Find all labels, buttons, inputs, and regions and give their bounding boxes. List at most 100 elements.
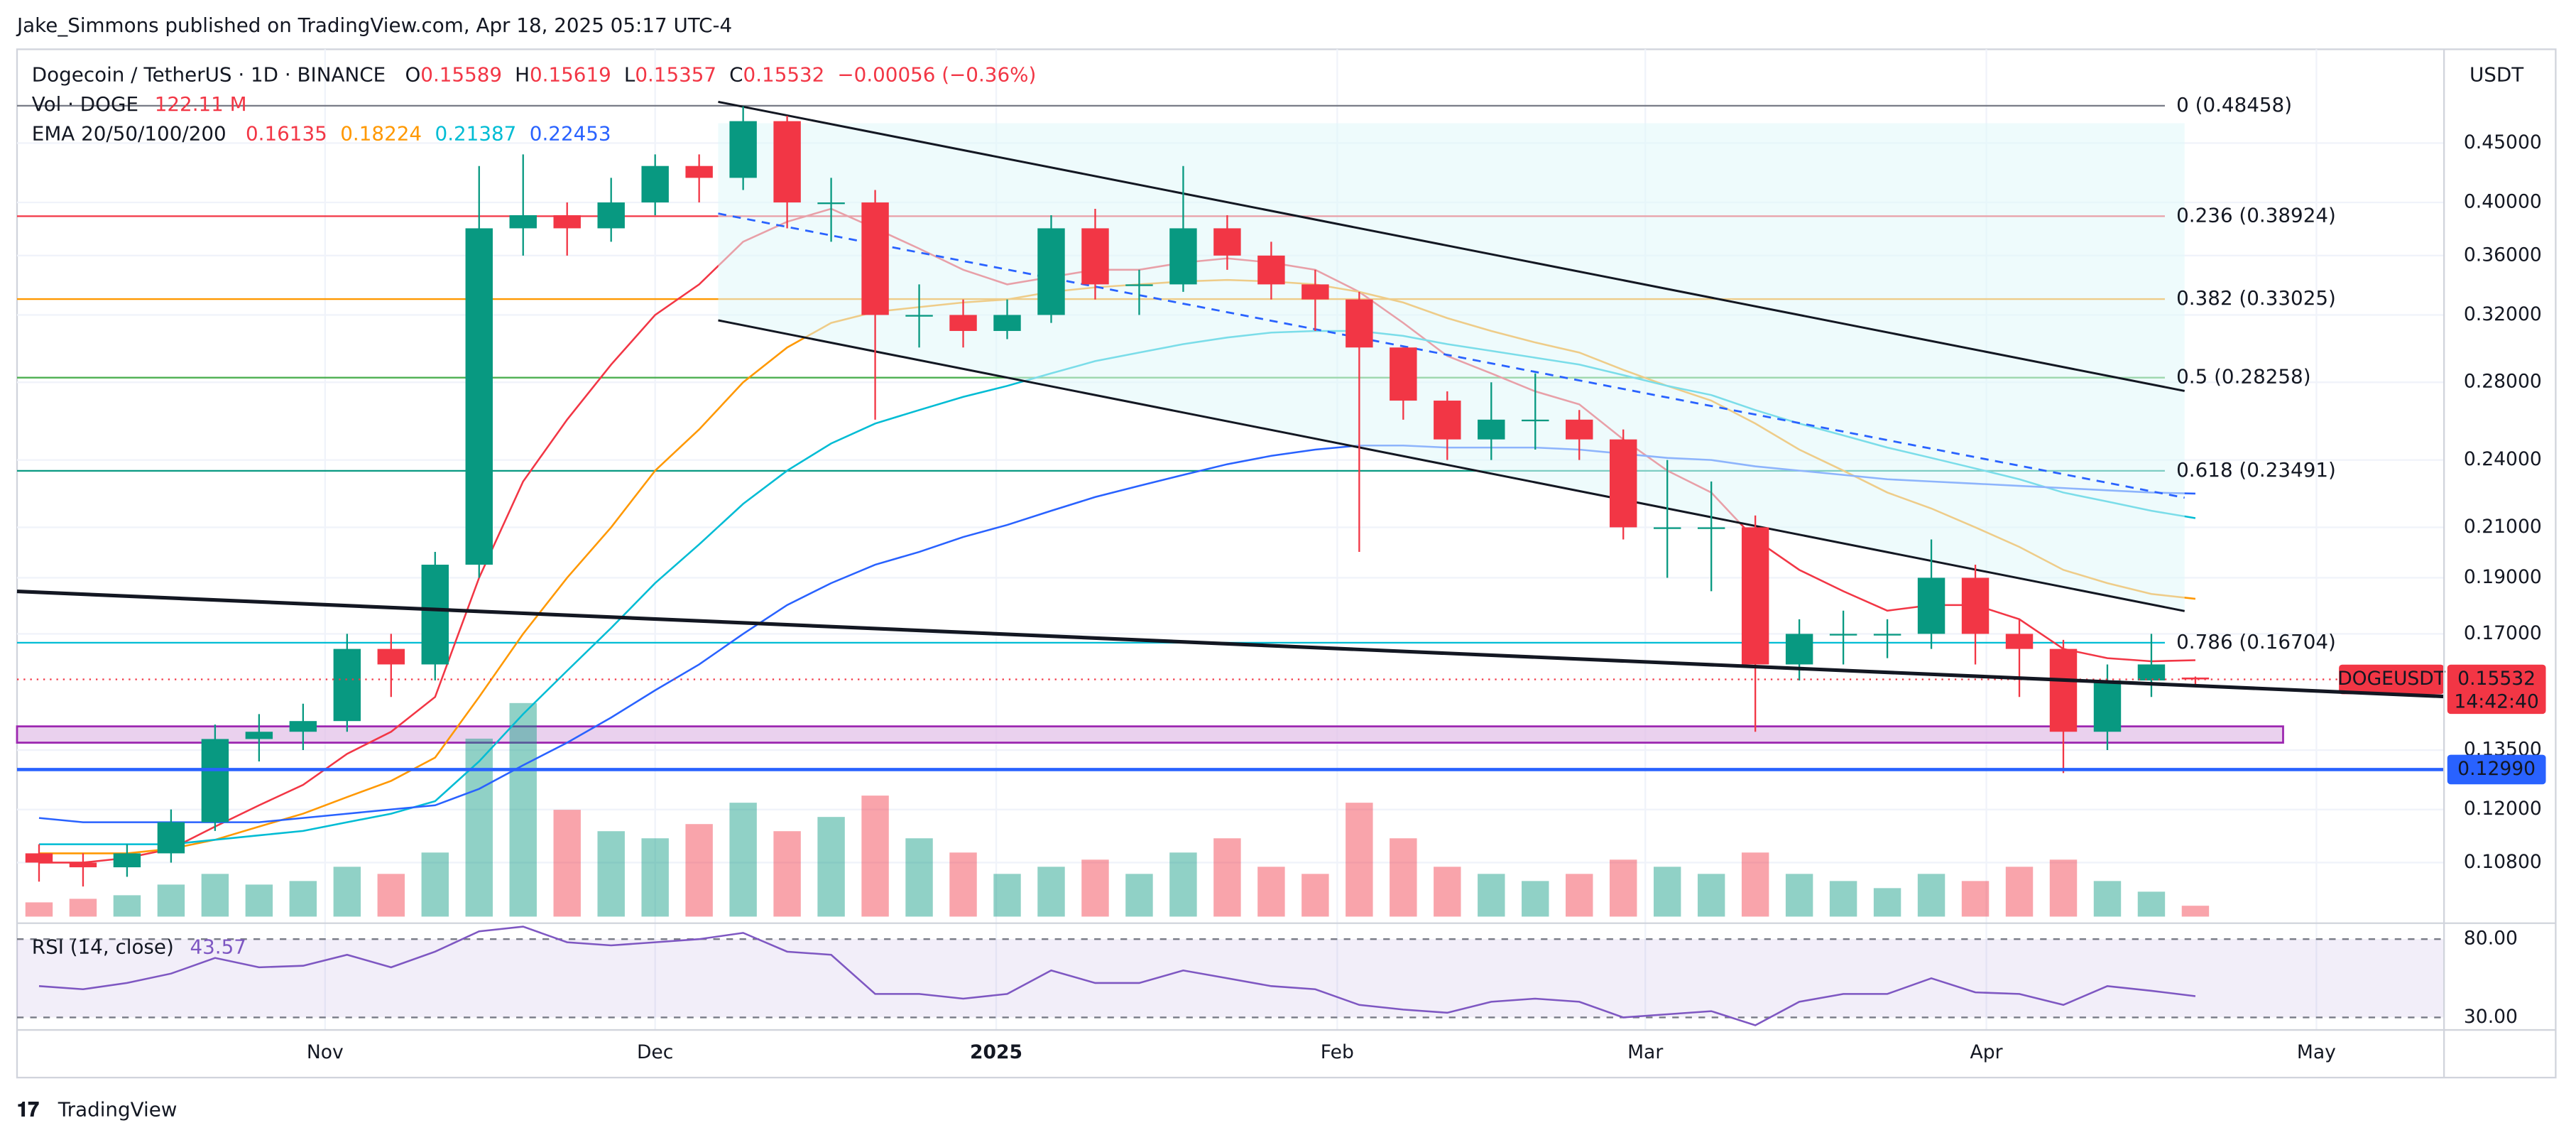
x-tick-label: Apr [1970,1041,2003,1063]
y-tick-label: 0.36000 [2464,244,2542,266]
volume-bar [1961,881,1990,917]
ema-legend: EMA 20/50/100/200 0.16135 0.18224 0.21387 0… [32,122,611,146]
marks: 0.45000 0.40000 0.36000 0.32000 0.28000 0.240… [16,93,2546,1063]
candle-body [1653,527,1681,529]
fib-label: 0.236 (0.38924) [2176,203,2336,227]
logo-mark: 𝟏𝟕 [17,1097,39,1121]
countdown: 14:42:40 [2454,690,2538,712]
candle-body [1434,401,1461,440]
volume-bar [201,874,229,917]
rsi-legend: RSI (14, close) 43.57 [32,935,246,958]
ema-title: EMA 20/50/100/200 [32,122,227,146]
volume-bar [465,738,493,917]
channel-lower [718,319,2185,612]
x-tick-label: 2025 [970,1041,1022,1063]
fib-label: 0.5 (0.28258) [2176,365,2310,389]
volume-value: 122.11 M [155,92,247,116]
open-label: O [405,63,420,86]
volume-bar [245,884,273,917]
candle-body [25,853,53,863]
x-tick-label: Mar [1627,1041,1663,1063]
symbol: Dogecoin / TetherUS · 1D · BINANCE [32,63,386,86]
y-tick-label: 0.21000 [2464,516,2542,538]
fib-label: 0.786 (0.16704) [2176,630,2336,653]
candle-body [465,228,493,565]
volume-bar [509,702,537,917]
volume-bar [2181,906,2210,917]
candle-body [377,648,405,665]
y-tick-label: 0.40000 [2464,191,2542,213]
x-tick-label: Feb [1321,1041,1354,1063]
candle-body [1917,577,1945,634]
rsi-title: RSI (14, close) [32,935,174,958]
candle-body [817,202,845,205]
candle-body [1478,419,1505,440]
volume-bar [1390,838,1417,917]
candle-body [553,215,581,229]
candle-body [157,822,185,854]
support-label-box [2447,754,2546,785]
volume-bar [2049,859,2078,917]
x-tick-label: Dec [637,1041,673,1063]
candle-body [1610,439,1637,528]
volume-bar [1873,888,1901,917]
candle-body [993,315,1021,331]
zone [16,725,2284,744]
fib-label: 0.382 (0.33025) [2176,286,2336,310]
rsi-line [38,925,2196,1026]
candle-body [333,648,361,722]
volume-bar [1213,838,1241,917]
volume-bar [861,796,889,917]
volume-bar [1257,867,1285,917]
fib-label: 0 (0.48458) [2176,93,2292,116]
volume-legend: Vol · DOGE 122.11 M [32,92,247,116]
volume-bar [949,852,977,917]
ema-value: 0.16135 [246,122,327,146]
candle-body [641,165,669,203]
candle-body [1213,228,1241,256]
candle-body [949,315,977,331]
candle-body [1873,634,1901,636]
ema-value: 0.18224 [340,122,422,146]
candle-body [1169,228,1197,285]
y-tick-label: 0.45000 [2464,131,2542,153]
candle-body [1741,527,1769,665]
volume-bar [377,874,405,917]
change: −0.00056 (−0.36%) [837,63,1036,86]
close-label: C [729,63,743,86]
candle-body [685,165,713,178]
volume-bar [157,884,185,917]
channel-mid [718,212,2185,499]
volume-title: Vol · DOGE [32,92,138,116]
volume-bar [1125,874,1153,917]
trend-line [16,590,2445,699]
candle-body [1566,419,1593,440]
footer: 𝟏𝟕 TradingView [17,1097,177,1121]
volume-bar [25,902,53,917]
x-tick-label: Nov [307,1041,344,1063]
candle-body [201,739,229,823]
volume-bar [773,831,801,917]
volume-bar [333,867,361,917]
volume-bar [685,824,713,917]
candle-body [861,202,889,315]
candle-body [2093,680,2122,732]
candle-body [113,853,141,868]
candle-body [1125,284,1153,286]
high-label: H [515,63,530,86]
volume-bar [1741,852,1769,917]
candle-body [2049,648,2078,732]
candle-body [773,121,801,203]
candle-body [729,121,757,178]
y-tick-label: 0.32000 [2464,303,2542,325]
currency: USDT [2469,63,2524,86]
volume-bar [729,803,757,917]
volume-bar [2093,881,2122,917]
volume-bar [1301,874,1329,917]
candle-body [1522,419,1549,422]
volume-bar [113,895,141,917]
ema-value: 0.22453 [530,122,611,146]
candle-body [2137,664,2166,680]
y-tick-label: 0.12000 [2464,798,2542,820]
volume-bar [2137,891,2166,917]
